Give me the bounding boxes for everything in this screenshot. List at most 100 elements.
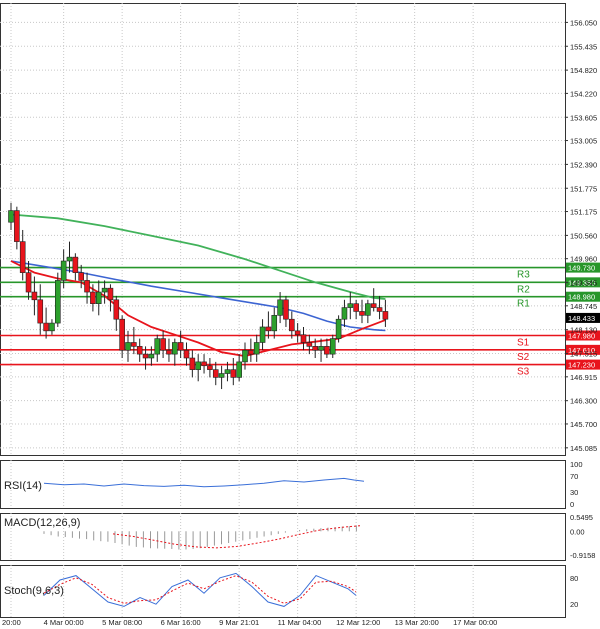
- oscillators: 100 70 30 0 0.5495 0.00 -0.9158 80 20: [43, 460, 595, 609]
- price-tick-label: 151.775: [570, 184, 597, 193]
- candle-body: [8, 210, 14, 223]
- time-label: 12 Mar 12:00: [336, 618, 380, 627]
- candle-body: [230, 369, 237, 378]
- price-tick-label: 152.390: [570, 160, 597, 169]
- time-label: 13 Mar 20:00: [395, 618, 439, 627]
- candle-body: [43, 322, 49, 332]
- candle-body: [353, 303, 359, 312]
- level-tag-bg-s1: [566, 330, 600, 341]
- candle-body: [207, 365, 213, 370]
- rsi-tick-label: 0: [570, 500, 574, 509]
- ma-mid-line: [10, 260, 386, 332]
- candle-body: [78, 272, 84, 281]
- candle-body: [271, 315, 278, 332]
- candle-body: [195, 361, 201, 370]
- candle-body: [248, 349, 254, 355]
- candle-body: [347, 303, 354, 308]
- candle-body: [318, 346, 324, 351]
- rsi-tick-label: 100: [570, 460, 583, 469]
- price-tick-label: 149.345: [570, 279, 597, 288]
- candle-body: [312, 346, 319, 351]
- macd-label: MACD(12,26,9): [4, 517, 80, 529]
- candle-body: [72, 256, 79, 273]
- candle-body: [31, 291, 38, 301]
- candle-body: [294, 330, 301, 336]
- level-label-s2: S2: [517, 352, 530, 363]
- candle-body: [341, 307, 348, 320]
- level-tag-r3: 149.730: [568, 264, 595, 273]
- candle-body: [288, 318, 295, 332]
- price-tick-label: 155.435: [570, 42, 597, 51]
- candle-body: [14, 210, 20, 242]
- price-tick-label: 154.820: [570, 66, 597, 75]
- level-label-s3: S3: [517, 367, 530, 378]
- candle-body: [49, 322, 55, 332]
- panel-frame-0: [0, 3, 566, 456]
- candle-body: [142, 353, 149, 359]
- level-tag-bg-r1: [566, 291, 600, 302]
- current-price-tag: 148.433: [568, 314, 595, 323]
- price-tick-label: 145.085: [570, 444, 597, 453]
- price-tick-label: 148.745: [570, 302, 597, 311]
- candle-body: [242, 349, 248, 363]
- candle-body: [365, 303, 371, 316]
- candle-body: [19, 241, 26, 273]
- candle-body: [101, 287, 108, 293]
- candle-body: [84, 280, 90, 293]
- candle-body: [66, 256, 73, 262]
- candle-body: [37, 299, 44, 324]
- time-label: 20:00: [2, 618, 21, 627]
- price-tick-label: 156.050: [570, 18, 597, 27]
- macd-tick-label: 0.00: [570, 527, 585, 536]
- candle-body: [224, 369, 231, 374]
- stoch-tick-label: 80: [570, 574, 578, 583]
- time-label: 4 Mar 00:00: [44, 618, 84, 627]
- level-label-r1: R1: [517, 299, 530, 310]
- level-tag-r1: 148.980: [568, 293, 595, 302]
- candle-body: [148, 353, 155, 359]
- panel-frame-3: [0, 565, 566, 618]
- price-tick-label: 146.915: [570, 373, 597, 382]
- price-tick-label: 154.220: [570, 89, 597, 98]
- panel-frames: [0, 3, 566, 618]
- price-tick-label: 153.005: [570, 137, 597, 146]
- candle-body: [177, 342, 184, 351]
- macd-tick-label: 0.5495: [570, 513, 593, 522]
- candle-body: [107, 287, 114, 301]
- time-label: 5 Mar 08:00: [102, 618, 142, 627]
- candle-body: [306, 342, 313, 347]
- rsi-label: RSI(14): [4, 480, 42, 492]
- stoch-k-line: [43, 572, 357, 607]
- ma-fast-line: [10, 260, 386, 358]
- time-axis: 20:00 4 Mar 00:00 5 Mar 08:00 6 Mar 16:00 9 …: [2, 618, 497, 627]
- candle-body: [201, 361, 207, 367]
- candle-body: [60, 260, 67, 281]
- candle-body: [125, 342, 131, 351]
- candle-body: [382, 311, 389, 320]
- candle-body: [95, 291, 102, 304]
- candle-body: [136, 346, 143, 355]
- candle-body: [54, 280, 61, 324]
- candle-body: [359, 311, 365, 316]
- macd-tick-label: -0.9158: [570, 551, 595, 560]
- time-label: 11 Mar 04:00: [278, 618, 322, 627]
- macd-signal-line: [112, 525, 362, 549]
- price-tick-label: 145.700: [570, 420, 597, 429]
- ma-slow-line: [10, 213, 386, 300]
- candle-body: [277, 299, 283, 316]
- rsi-line: [43, 477, 365, 488]
- time-label: 6 Mar 16:00: [161, 618, 201, 627]
- level-label-s1: S1: [517, 338, 530, 349]
- rsi-tick-label: 70: [570, 472, 578, 481]
- price-tick-label: 146.300: [570, 397, 597, 406]
- candle-body: [335, 318, 342, 339]
- price-tick-label: 147.515: [570, 350, 597, 359]
- panel-frame-1: [0, 460, 566, 509]
- price-tick-label: 148.130: [570, 326, 597, 335]
- candle-body: [90, 291, 96, 304]
- candle-body: [166, 349, 172, 355]
- candle-body: [131, 342, 137, 347]
- candle-body: [160, 338, 166, 351]
- price-tick-label: 150.560: [570, 231, 597, 240]
